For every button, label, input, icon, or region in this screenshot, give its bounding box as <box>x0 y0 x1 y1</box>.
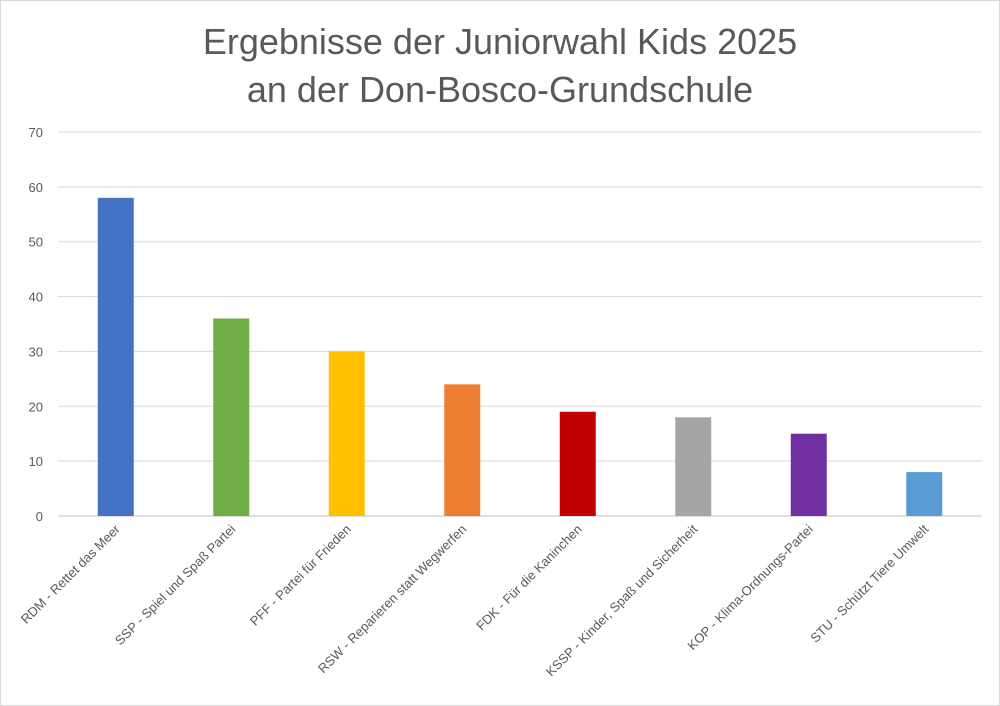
x-tick-label: KOP - Klima-Ordnungs-Partei <box>684 521 816 653</box>
y-tick-label: 10 <box>29 454 43 469</box>
bar <box>906 472 943 516</box>
gridlines <box>58 131 982 517</box>
bars <box>97 197 943 517</box>
y-tick-label: 30 <box>29 344 43 359</box>
x-tick-label: RDM - Rettet das Meer <box>18 521 124 627</box>
y-tick-label: 20 <box>29 399 43 414</box>
bar <box>675 417 712 516</box>
x-tick-label: PFF - Partei für Frieden <box>247 522 354 629</box>
y-tick-label: 70 <box>29 125 43 140</box>
chart-title-line2: an der Don-Bosco-Grundschule <box>246 69 754 110</box>
x-tick-label: SSP - Spiel und Spaß Partei <box>112 521 239 648</box>
bar <box>559 411 596 516</box>
y-tick-label: 0 <box>36 509 43 524</box>
y-tick-label: 60 <box>29 180 43 195</box>
bar <box>444 384 481 516</box>
y-axis-ticks: 0 10 20 30 40 50 60 70 <box>29 125 43 524</box>
x-tick-label: STU - Schützt Tiere Umwelt <box>807 521 931 645</box>
bar <box>97 197 134 517</box>
y-tick-label: 50 <box>29 235 43 250</box>
y-tick-label: 40 <box>29 290 43 305</box>
x-tick-label: FDK - Für die Kaninchen <box>473 522 585 634</box>
bar <box>790 433 827 516</box>
bar <box>213 318 250 516</box>
bar <box>328 351 365 516</box>
chart-title-line1: Ergebnisse der Juniorwahl Kids 2025 <box>202 21 798 62</box>
